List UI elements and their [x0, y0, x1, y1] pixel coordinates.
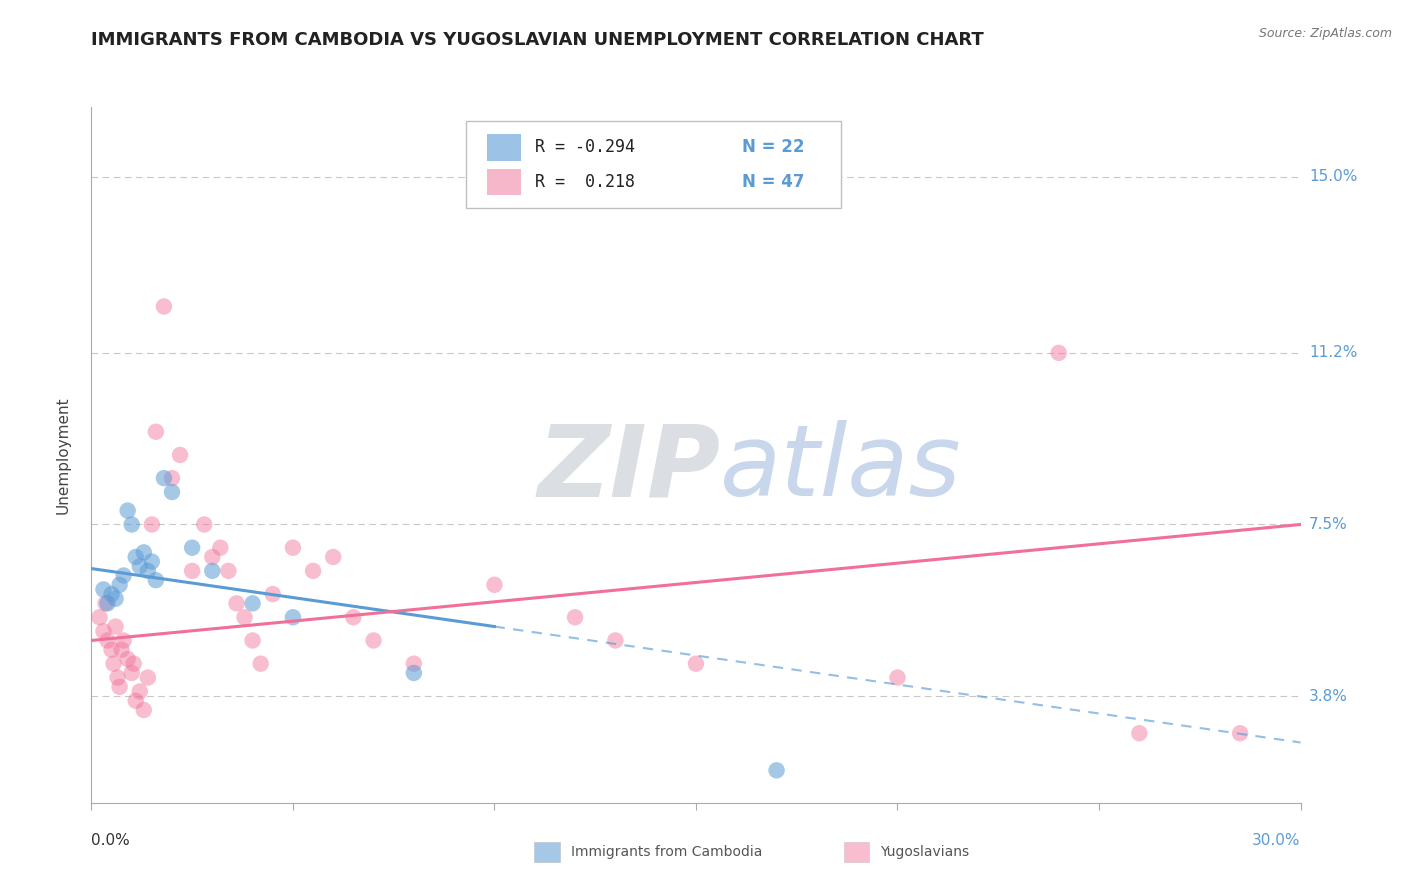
Point [201, 564, 224, 578]
Text: N = 22: N = 22 [742, 138, 804, 156]
Point [363, 633, 385, 648]
Point [108, 578, 131, 592]
Text: 11.2%: 11.2% [1309, 345, 1357, 360]
Point [136, 564, 159, 578]
Point [100, 587, 122, 601]
Point [96, 596, 118, 610]
Text: R =  0.218: R = 0.218 [536, 173, 636, 191]
Point [117, 652, 139, 666]
Point [225, 596, 247, 610]
Point [96, 633, 118, 648]
Point [181, 564, 204, 578]
Point [765, 764, 787, 778]
Point [402, 665, 425, 680]
Point [93, 582, 115, 597]
Point [153, 300, 176, 314]
Text: R = -0.294: R = -0.294 [536, 138, 636, 156]
Point [322, 549, 344, 564]
Point [117, 503, 139, 517]
Text: 30.0%: 30.0% [1253, 833, 1301, 848]
Text: atlas: atlas [720, 420, 962, 517]
Point [605, 633, 627, 648]
Point [94, 596, 117, 610]
Text: N = 47: N = 47 [742, 173, 804, 191]
Point [100, 642, 122, 657]
Point [132, 703, 155, 717]
Point [169, 448, 191, 462]
Point [125, 549, 148, 564]
Point [125, 694, 148, 708]
Point [886, 671, 908, 685]
Text: Yugoslavians: Yugoslavians [880, 845, 969, 859]
Point [262, 587, 284, 601]
Point [1128, 726, 1150, 740]
Point [122, 657, 145, 671]
Point [201, 549, 224, 564]
Text: 0.0%: 0.0% [91, 833, 131, 848]
Y-axis label: Unemployment: Unemployment [56, 396, 70, 514]
Point [107, 671, 129, 685]
Point [281, 541, 304, 555]
Point [145, 573, 167, 587]
Point [153, 471, 176, 485]
Point [402, 657, 425, 671]
Point [1229, 726, 1251, 740]
Point [209, 541, 232, 555]
Point [103, 657, 125, 671]
Point [281, 610, 304, 624]
FancyBboxPatch shape [467, 121, 841, 208]
Point [181, 541, 204, 555]
Text: Source: ZipAtlas.com: Source: ZipAtlas.com [1258, 27, 1392, 40]
Point [121, 517, 143, 532]
Text: 3.8%: 3.8% [1309, 689, 1348, 704]
Point [145, 425, 167, 439]
Point [136, 671, 159, 685]
Point [685, 657, 707, 671]
Text: 7.5%: 7.5% [1309, 517, 1347, 532]
Point [121, 665, 143, 680]
Text: Immigrants from Cambodia: Immigrants from Cambodia [571, 845, 762, 859]
Point [249, 657, 271, 671]
Point [93, 624, 115, 639]
Point [564, 610, 586, 624]
Point [242, 596, 264, 610]
Point [1047, 346, 1070, 360]
Point [233, 610, 256, 624]
Point [111, 642, 132, 657]
Text: ZIP: ZIP [537, 420, 720, 517]
Point [112, 568, 135, 582]
Bar [486, 169, 520, 195]
Point [160, 471, 183, 485]
Point [193, 517, 215, 532]
Point [108, 680, 131, 694]
Point [242, 633, 264, 648]
Point [128, 684, 150, 698]
Point [302, 564, 325, 578]
Point [160, 485, 183, 500]
Point [104, 591, 127, 606]
Point [141, 555, 163, 569]
Point [128, 559, 150, 574]
Point [484, 578, 506, 592]
Point [141, 517, 163, 532]
Point [217, 564, 239, 578]
Text: IMMIGRANTS FROM CAMBODIA VS YUGOSLAVIAN UNEMPLOYMENT CORRELATION CHART: IMMIGRANTS FROM CAMBODIA VS YUGOSLAVIAN … [91, 31, 984, 49]
Bar [486, 134, 520, 161]
Text: 15.0%: 15.0% [1309, 169, 1357, 184]
Point [104, 619, 127, 633]
Point [132, 545, 155, 559]
Point [89, 610, 111, 624]
Point [112, 633, 135, 648]
Point [342, 610, 364, 624]
